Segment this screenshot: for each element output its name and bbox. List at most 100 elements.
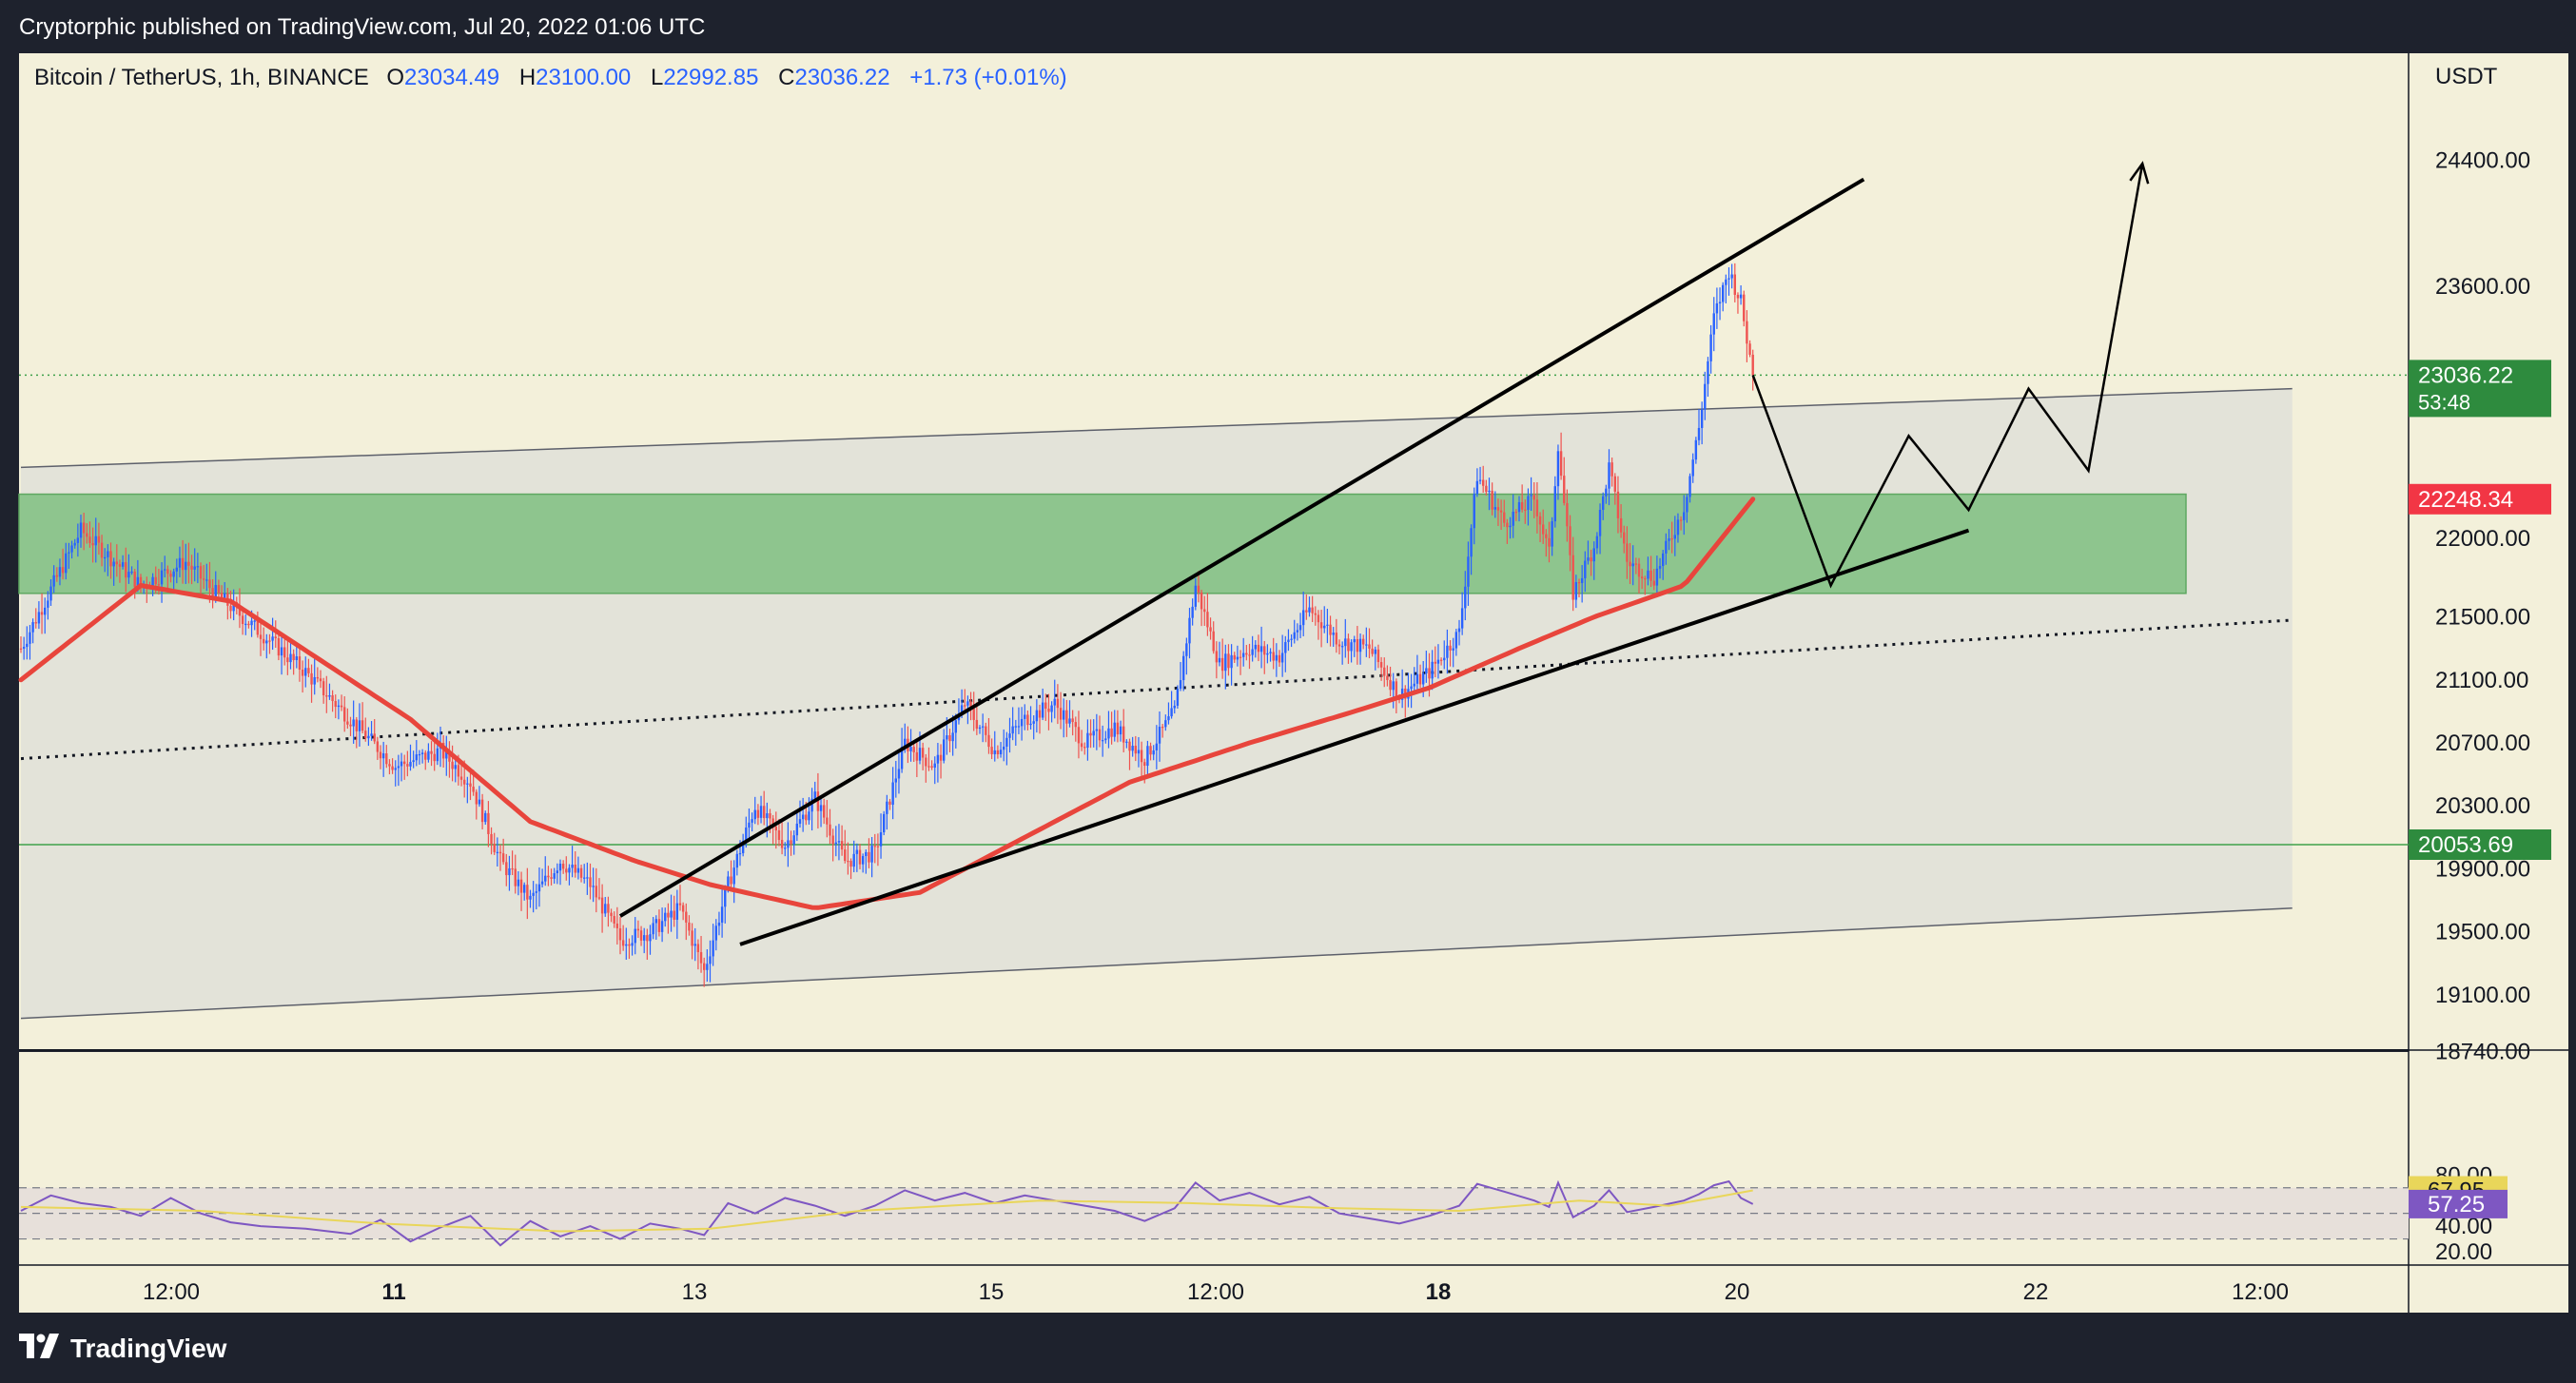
candle-body[interactable]: [164, 569, 166, 571]
candle-body[interactable]: [774, 826, 777, 830]
candle-body[interactable]: [631, 943, 634, 946]
candle-body[interactable]: [115, 561, 118, 565]
candle-body[interactable]: [295, 656, 298, 661]
candle-body[interactable]: [1386, 675, 1389, 680]
candle-body[interactable]: [730, 876, 732, 885]
candle-body[interactable]: [756, 809, 760, 818]
candle-body[interactable]: [1488, 490, 1491, 493]
candle-body[interactable]: [1530, 495, 1532, 497]
candle-body[interactable]: [37, 612, 41, 624]
candle-body[interactable]: [1248, 654, 1251, 656]
candle-body[interactable]: [1095, 729, 1099, 731]
candle-body[interactable]: [1730, 274, 1733, 279]
candle-body[interactable]: [1700, 409, 1704, 428]
candle-body[interactable]: [735, 853, 739, 868]
candle-body[interactable]: [1350, 642, 1353, 652]
candle-body[interactable]: [897, 769, 901, 779]
candle-body[interactable]: [292, 653, 295, 661]
candle-body[interactable]: [576, 867, 580, 873]
symbol-label[interactable]: Bitcoin / TetherUS, 1h, BINANCE: [34, 65, 369, 90]
candle-body[interactable]: [784, 847, 787, 849]
candle-body[interactable]: [1704, 383, 1707, 410]
candle-body[interactable]: [978, 727, 982, 730]
candle-body[interactable]: [217, 585, 221, 594]
candle-body[interactable]: [1592, 548, 1595, 562]
candle-body[interactable]: [1068, 718, 1071, 724]
candle-body[interactable]: [97, 536, 101, 543]
candle-body[interactable]: [912, 747, 915, 752]
candle-body[interactable]: [847, 860, 849, 863]
candle-body[interactable]: [1736, 294, 1740, 299]
candle-body[interactable]: [229, 605, 232, 612]
candle-body[interactable]: [88, 536, 91, 544]
candle-body[interactable]: [1647, 570, 1649, 579]
candle-body[interactable]: [262, 638, 265, 644]
candle-body[interactable]: [1649, 570, 1652, 581]
candle-body[interactable]: [247, 623, 250, 626]
candle-body[interactable]: [1024, 714, 1026, 719]
candle-body[interactable]: [22, 647, 26, 649]
candle-body[interactable]: [307, 668, 310, 673]
candle-body[interactable]: [583, 877, 586, 879]
candle-body[interactable]: [469, 783, 472, 788]
candle-body[interactable]: [1197, 585, 1200, 593]
candle-body[interactable]: [1029, 723, 1032, 726]
candle-body[interactable]: [964, 705, 966, 707]
candle-body[interactable]: [664, 912, 667, 922]
candle-body[interactable]: [537, 884, 541, 892]
candle-body[interactable]: [1233, 654, 1236, 660]
candle-body[interactable]: [1059, 708, 1063, 720]
candle-body[interactable]: [1512, 512, 1514, 526]
candle-body[interactable]: [1220, 657, 1224, 672]
candle-body[interactable]: [1482, 479, 1485, 486]
candle-body[interactable]: [1694, 439, 1698, 460]
candle-body[interactable]: [436, 748, 439, 762]
candle-body[interactable]: [1751, 354, 1754, 376]
candle-body[interactable]: [1574, 582, 1578, 600]
candle-body[interactable]: [199, 566, 203, 579]
candle-body[interactable]: [1053, 698, 1056, 706]
candle-body[interactable]: [561, 864, 565, 869]
candle-body[interactable]: [70, 545, 73, 553]
candle-body[interactable]: [331, 694, 334, 702]
candle-body[interactable]: [780, 840, 784, 848]
candle-body[interactable]: [1074, 722, 1077, 728]
candle-body[interactable]: [751, 819, 753, 823]
candle-body[interactable]: [888, 801, 891, 806]
candle-body[interactable]: [1358, 638, 1362, 653]
candle-body[interactable]: [1278, 654, 1281, 663]
rising-wedge-lower-line[interactable]: [739, 528, 1970, 946]
candle-body[interactable]: [699, 952, 703, 964]
candle-body[interactable]: [1305, 610, 1308, 613]
candle-body[interactable]: [454, 765, 457, 769]
candle-body[interactable]: [52, 575, 55, 587]
candle-body[interactable]: [79, 522, 83, 538]
candle-body[interactable]: [777, 829, 781, 841]
candle-body[interactable]: [1188, 617, 1191, 644]
candle-body[interactable]: [652, 923, 654, 935]
candle-body[interactable]: [403, 761, 406, 765]
candle-body[interactable]: [1332, 633, 1335, 635]
candle-body[interactable]: [571, 865, 574, 868]
candle-body[interactable]: [1257, 644, 1260, 653]
candle-body[interactable]: [673, 910, 675, 920]
candle-body[interactable]: [445, 750, 448, 759]
candle-body[interactable]: [1467, 556, 1470, 587]
candle-body[interactable]: [636, 928, 640, 931]
candle-body[interactable]: [397, 766, 400, 769]
candle-body[interactable]: [427, 750, 430, 760]
candle-body[interactable]: [1266, 653, 1269, 655]
candle-body[interactable]: [420, 752, 424, 754]
candle-body[interactable]: [112, 561, 115, 567]
candle-body[interactable]: [448, 750, 451, 762]
candle-body[interactable]: [1415, 673, 1419, 684]
candle-body[interactable]: [1542, 524, 1545, 535]
candle-body[interactable]: [1155, 743, 1159, 750]
candle-body[interactable]: [381, 753, 385, 759]
candle-body[interactable]: [1446, 645, 1449, 658]
candle-body[interactable]: [1739, 294, 1743, 299]
candle-body[interactable]: [136, 576, 140, 588]
candle-body[interactable]: [1131, 746, 1134, 751]
candle-body[interactable]: [94, 536, 97, 546]
candle-body[interactable]: [969, 701, 972, 709]
